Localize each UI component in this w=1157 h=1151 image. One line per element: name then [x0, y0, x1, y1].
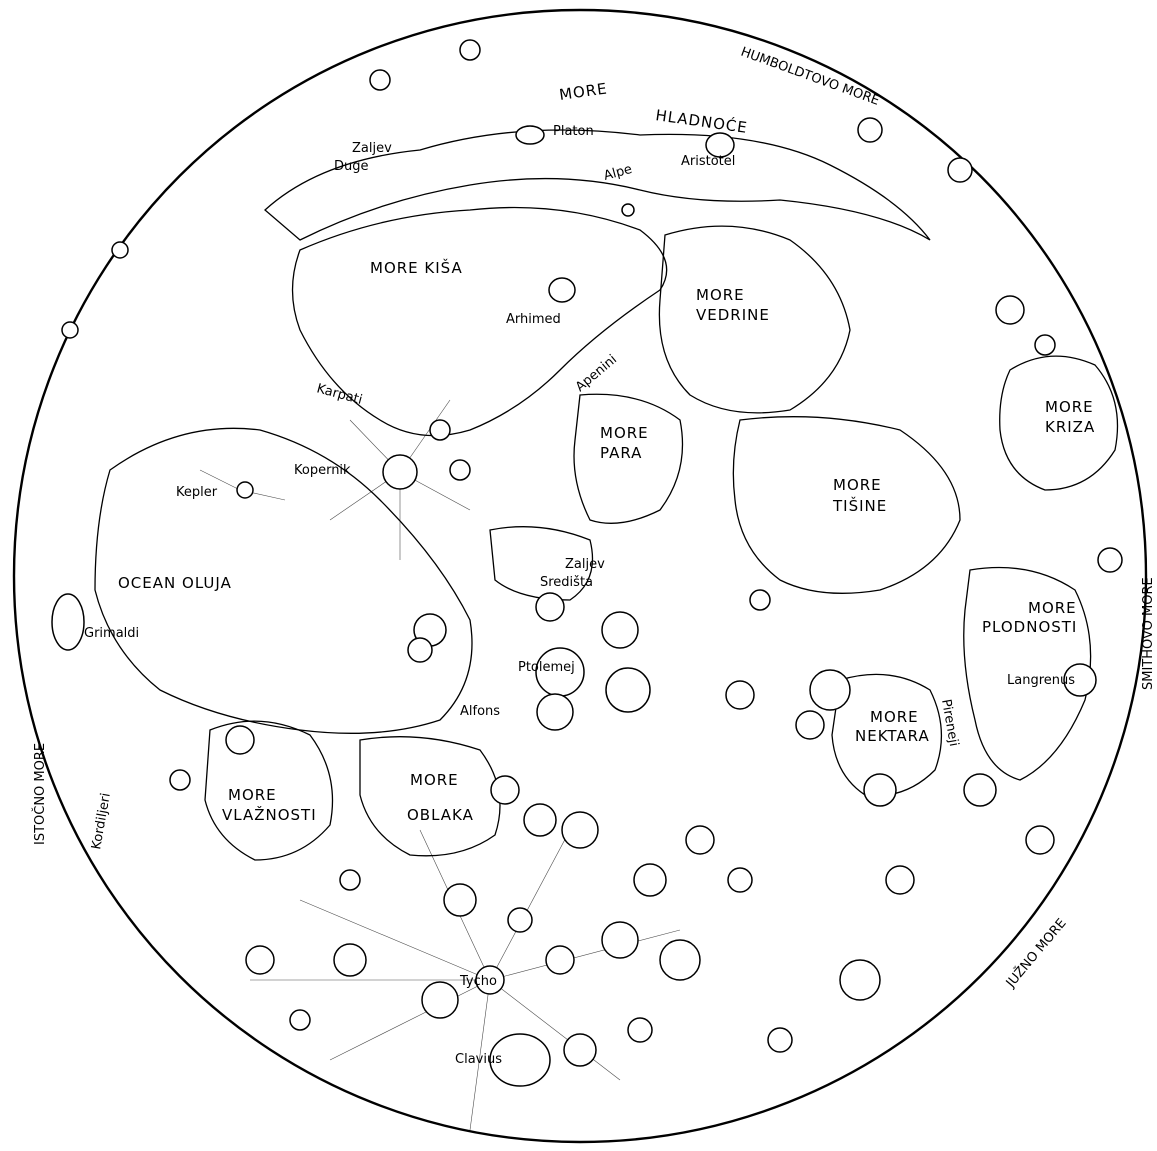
label-more-oblaka-1: MORE	[410, 771, 459, 789]
mare-boundary-nectaris	[831, 673, 943, 797]
crater-langrenus	[1063, 663, 1097, 697]
label-arhimed: Arhimed	[506, 312, 561, 327]
mare-boundary-crisium	[999, 355, 1119, 491]
mare-boundary-sinus-medii	[489, 526, 594, 601]
mare-boundary-nubium	[359, 736, 501, 857]
label-zaljev-sredista-2: Središta	[540, 575, 593, 590]
label-tycho: Tycho	[459, 974, 497, 989]
label-smithovo-more: SMITHOVO MORE	[1141, 577, 1156, 690]
crater-aristotel	[705, 132, 735, 158]
crater-alfons	[536, 693, 574, 731]
mare-boundary-frigoris	[264, 129, 931, 241]
craters	[51, 39, 1123, 1087]
label-humboldtovo-more: HUMBOLDTOVO MORE	[739, 45, 882, 109]
kopernik-rays	[199, 399, 471, 560]
moon-disc-outline	[12, 8, 1148, 1144]
label-more-hladnoce-2: HLADNOĆE	[654, 105, 749, 137]
label-apenini: Apenini	[573, 352, 620, 395]
label-more-hladnoce-1: MORE	[558, 79, 609, 104]
label-zaljev-duge-1: Zaljev	[352, 141, 392, 156]
label-karpati: Karpati	[315, 381, 364, 408]
maria-boundaries	[94, 129, 1119, 861]
label-more-nektara-2: NEKTARA	[855, 727, 930, 745]
label-ocean-oluja: OCEAN OLUJA	[118, 574, 232, 592]
map-labels: HUMBOLDTOVO MORE MORE HLADNOĆE Platon Za…	[32, 45, 1156, 1067]
label-more-vedrine-2: VEDRINE	[696, 306, 770, 324]
tycho-rays	[250, 829, 681, 1131]
label-kepler: Kepler	[176, 485, 218, 500]
label-more-vedrine-1: MORE	[696, 286, 745, 304]
label-aristotel: Aristotel	[681, 154, 735, 169]
label-kopernik: Kopernik	[294, 463, 351, 478]
label-zaljev-sredista-1: Zaljev	[565, 557, 605, 572]
label-more-tisine-2: TIŠINE	[832, 496, 887, 515]
label-more-kriza-1: MORE	[1045, 398, 1094, 416]
crater-platon	[515, 125, 545, 145]
label-more-oblaka-2: OBLAKA	[407, 806, 474, 824]
label-istocno-more: ISTOČNO MORE	[32, 743, 48, 845]
label-more-vlaznosti-2: VLAŽNOSTI	[222, 805, 317, 824]
label-more-plodnosti-2: PLODNOSTI	[982, 618, 1077, 636]
label-more-kriza-2: KRIZA	[1045, 418, 1095, 436]
crater-arhimed	[548, 277, 576, 303]
label-alfons: Alfons	[460, 704, 500, 719]
label-alpe: Alpe	[602, 162, 634, 184]
label-zaljev-duge-2: Duge	[334, 159, 369, 174]
label-grimaldi: Grimaldi	[84, 626, 139, 641]
label-more-nektara-1: MORE	[870, 708, 919, 726]
label-more-para-2: PARA	[600, 444, 642, 462]
label-more-para-1: MORE	[600, 424, 649, 442]
label-platon: Platon	[553, 124, 594, 139]
label-kordiljeri: Kordiljeri	[89, 792, 114, 851]
mare-boundary-tranquillitatis	[732, 416, 961, 594]
mare-boundary-vaporum	[573, 393, 684, 524]
label-langrenus: Langrenus	[1007, 673, 1075, 688]
label-more-tisine-1: MORE	[833, 476, 882, 494]
mare-boundary-humorum	[204, 720, 334, 861]
crater-grimaldi	[51, 593, 85, 651]
mare-boundary-fecunditatis	[963, 566, 1092, 781]
label-juzno-more: JUŽNO MORE	[1002, 915, 1069, 991]
crater-tycho	[475, 965, 505, 995]
crater-kepler	[236, 481, 254, 499]
label-clavius: Clavius	[455, 1052, 502, 1067]
label-more-kisa: MORE KIŠA	[370, 258, 463, 277]
crater-clavius	[489, 1033, 551, 1087]
label-ptolemej: Ptolemej	[518, 660, 575, 675]
label-more-vlaznosti-1: MORE	[228, 786, 277, 804]
mare-boundary-serenitatis	[658, 225, 851, 414]
mare-boundary-imbrium	[291, 206, 668, 437]
crater-kopernik	[382, 454, 418, 490]
label-more-plodnosti-1: MORE	[1028, 599, 1077, 617]
mare-boundary-procellarum	[94, 427, 473, 734]
